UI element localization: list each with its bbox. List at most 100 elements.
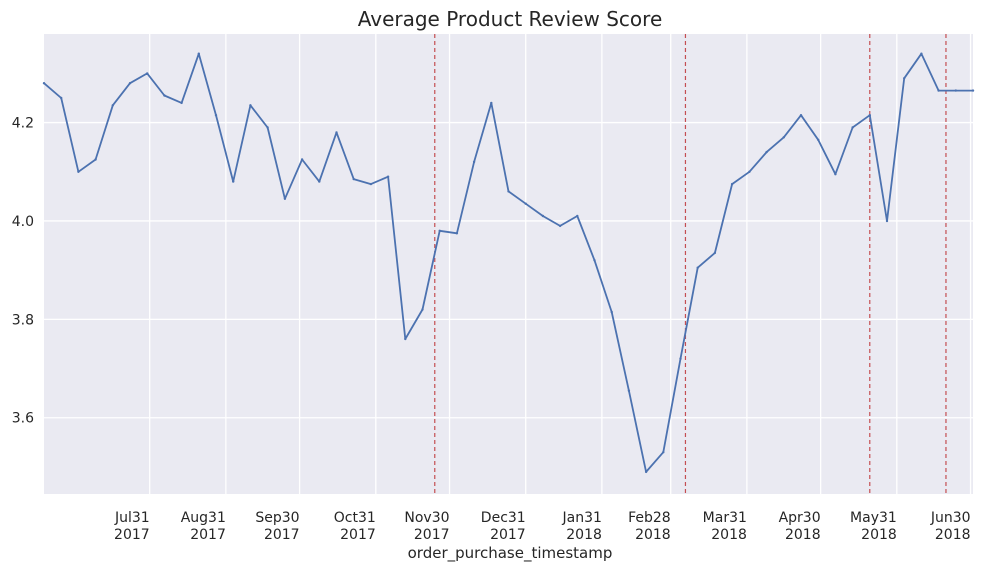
data-point	[352, 177, 355, 181]
data-point	[421, 308, 424, 311]
x-tick-label-line1: Apr30	[779, 510, 821, 526]
x-tick-label-line2: 2017	[490, 527, 526, 543]
data-point	[576, 214, 579, 218]
data-point	[249, 104, 252, 107]
data-point	[593, 259, 596, 262]
data-point	[610, 310, 613, 314]
x-tick-label-line2: 2017	[190, 527, 226, 543]
data-point	[77, 170, 80, 173]
data-point	[748, 170, 751, 173]
data-point	[214, 114, 218, 117]
data-point	[111, 104, 115, 107]
x-tick-label: Apr30 2018	[779, 510, 821, 543]
series-group	[42, 52, 975, 474]
data-point	[679, 357, 682, 360]
data-point	[627, 389, 631, 392]
x-tick-label-line1: Dec31	[481, 510, 526, 526]
data-point	[60, 96, 63, 100]
x-tick-label-line2: 2018	[566, 527, 602, 543]
x-tick-label-line1: Aug31	[181, 510, 226, 526]
data-point	[713, 251, 717, 255]
x-tick-label: Mar31 2018	[703, 510, 747, 543]
x-tick-label-line2: 2018	[785, 527, 821, 543]
x-tick-label: May31 2018	[850, 510, 897, 543]
x-tick-label: Sep30 2017	[255, 510, 299, 543]
x-tick-label-line2: 2018	[935, 527, 971, 543]
data-point	[94, 158, 97, 161]
gridlines	[44, 34, 973, 494]
data-point	[696, 266, 699, 269]
data-point	[730, 182, 734, 186]
x-tick-label-line2: 2018	[635, 527, 671, 543]
data-point	[834, 173, 837, 176]
data-point	[42, 82, 46, 85]
data-point	[386, 175, 390, 178]
data-point	[404, 337, 407, 341]
data-point	[954, 89, 957, 92]
x-tick-label-line1: Jul31	[114, 510, 150, 526]
data-point	[868, 114, 871, 117]
data-point	[558, 224, 562, 228]
x-tick-label-line1: Mar31	[703, 510, 747, 526]
y-tick-label: 4.2	[12, 116, 34, 132]
data-point	[851, 126, 854, 129]
x-tick-label-line1: May31	[850, 510, 897, 526]
data-point	[903, 77, 906, 80]
data-point	[817, 138, 820, 141]
data-point	[146, 72, 149, 75]
x-tick-label: Nov30 2017	[404, 510, 449, 543]
x-tick-label-line1: Feb28	[628, 510, 671, 526]
data-point	[937, 89, 940, 92]
data-point	[300, 158, 304, 161]
x-tick-label: Jan31 2018	[561, 510, 601, 543]
x-tick-label-line1: Jun30	[930, 510, 971, 526]
data-point	[644, 470, 648, 474]
x-axis-label: order_purchase_timestamp	[408, 544, 613, 563]
x-tick-label-line1: Oct31	[334, 510, 376, 526]
data-point	[507, 190, 510, 193]
x-tick-label: Oct31 2017	[334, 510, 376, 543]
data-point	[490, 101, 493, 105]
data-point	[197, 52, 200, 55]
data-point	[180, 101, 183, 105]
data-point	[438, 229, 441, 232]
data-point	[799, 114, 803, 117]
x-tick-label: Jun30 2018	[930, 510, 971, 543]
data-point	[524, 202, 527, 205]
data-point	[455, 232, 459, 235]
data-point	[128, 82, 132, 85]
data-point	[335, 131, 338, 134]
x-tick-label: Dec31 2017	[481, 510, 526, 543]
data-point	[232, 180, 235, 183]
x-tick-label-line1: Jan31	[561, 510, 601, 526]
y-tick-label: 3.6	[12, 411, 34, 427]
data-point	[472, 160, 476, 164]
x-tick-label-line2: 2017	[414, 527, 450, 543]
x-tick-label-line2: 2017	[264, 527, 300, 543]
data-point	[662, 451, 665, 454]
x-tick-label-line1: Nov30	[404, 510, 449, 526]
x-tick-label-line2: 2018	[861, 527, 897, 543]
y-tick-label: 3.8	[12, 312, 34, 328]
x-tick-label-line2: 2018	[711, 527, 747, 543]
data-point	[765, 150, 768, 154]
x-tick-label: Jul31 2017	[114, 510, 150, 543]
data-point	[318, 180, 321, 183]
data-point	[541, 214, 545, 218]
data-point	[283, 197, 287, 200]
x-tick-label: Feb28 2018	[628, 510, 671, 543]
y-tick-label: 4.0	[12, 214, 34, 230]
data-point	[920, 52, 923, 55]
data-point	[782, 136, 785, 139]
x-tick-label-line1: Sep30	[255, 510, 299, 526]
x-tick-label-line2: 2017	[340, 527, 376, 543]
data-point	[163, 94, 166, 97]
chart-title: Average Product Review Score	[358, 7, 663, 31]
plot-area	[44, 34, 973, 494]
data-point	[971, 89, 975, 92]
y-axis: 3.6 3.8 4.0 4.2	[12, 116, 34, 427]
x-tick-label-line2: 2017	[114, 527, 150, 543]
data-point	[885, 219, 889, 223]
